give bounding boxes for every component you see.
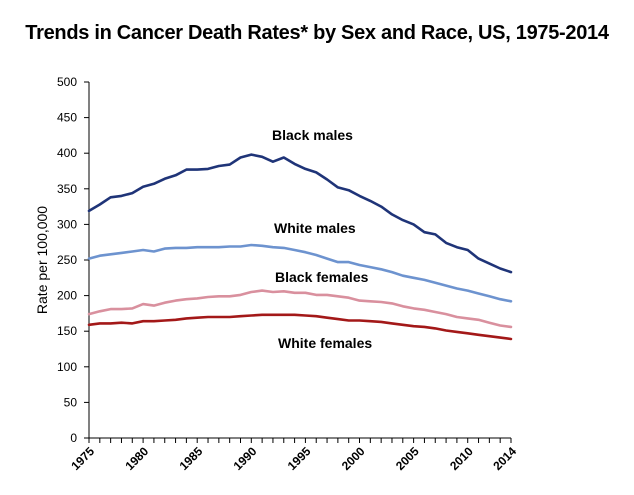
x-tick-label: 2014 xyxy=(490,444,519,473)
y-tick-label: 250 xyxy=(57,253,77,267)
x-tick-label: 1990 xyxy=(231,444,260,473)
y-tick-label: 500 xyxy=(57,75,77,89)
x-tick-label: 2000 xyxy=(339,444,368,473)
label-white-males: White males xyxy=(274,220,356,236)
x-tick-label: 2010 xyxy=(447,444,476,473)
y-tick-label: 450 xyxy=(57,111,77,125)
y-tick-label: 150 xyxy=(57,324,77,338)
x-tick-label: 1995 xyxy=(285,444,314,473)
series-lines xyxy=(87,153,513,341)
y-tick-label: 0 xyxy=(70,431,77,445)
y-tick-label: 100 xyxy=(57,360,77,374)
x-tick-label: 2005 xyxy=(393,444,422,473)
x-axis-ticks: 1975 1980 1985 1990 1995 2000 2005 2010 2014 xyxy=(68,438,519,473)
series-line-black-males xyxy=(87,153,513,274)
series-line-white-males xyxy=(87,243,513,303)
series-line-white-females xyxy=(87,313,513,341)
y-tick-label: 400 xyxy=(57,146,77,160)
x-tick-label: 1975 xyxy=(68,444,97,473)
series-line-black-females xyxy=(87,289,513,329)
y-tick-label: 350 xyxy=(57,182,77,196)
label-black-females: Black females xyxy=(275,269,369,285)
y-tick-label: 300 xyxy=(57,217,77,231)
y-axis-ticks: 0 50 100 150 200 250 300 350 400 450 500 xyxy=(57,75,89,445)
y-axis-label: Rate per 100,000 xyxy=(34,206,50,314)
y-tick-label: 50 xyxy=(64,395,78,409)
y-tick-label: 200 xyxy=(57,289,77,303)
label-black-males: Black males xyxy=(272,127,353,143)
x-tick-label: 1985 xyxy=(177,444,206,473)
x-tick-label: 1980 xyxy=(122,444,151,473)
chart-title: Trends in Cancer Death Rates* by Sex and… xyxy=(25,22,609,44)
label-white-females: White females xyxy=(278,335,372,351)
